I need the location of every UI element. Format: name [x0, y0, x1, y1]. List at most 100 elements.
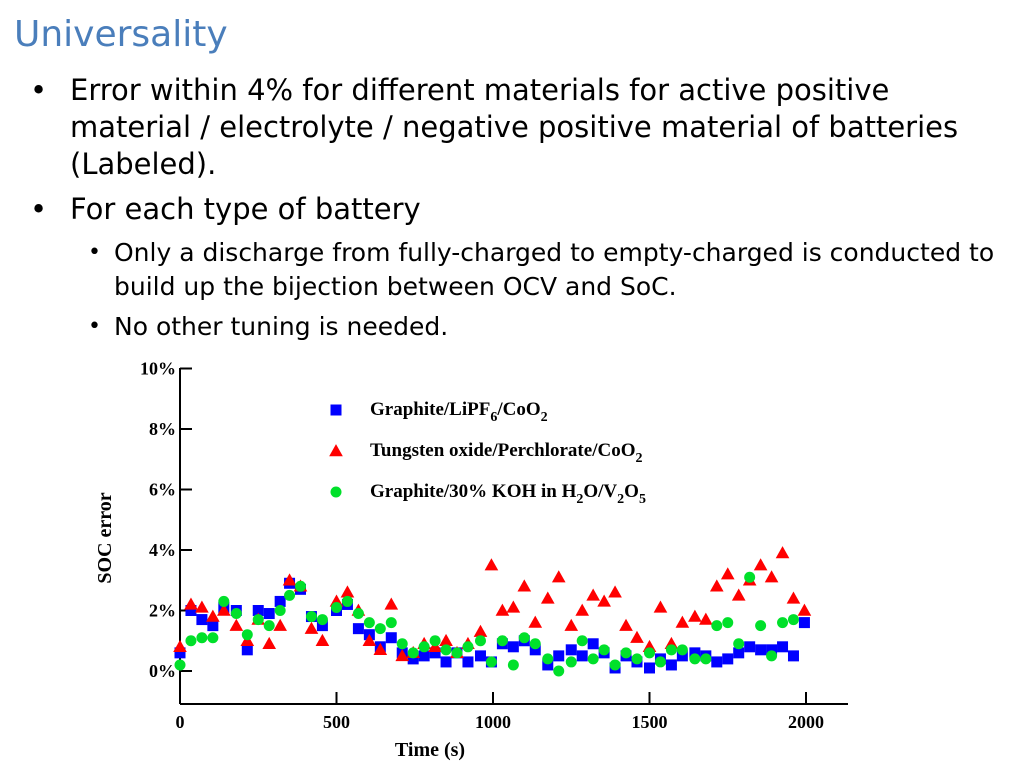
- data-point: [731, 588, 746, 601]
- legend-text: O: [624, 481, 639, 502]
- data-point: [529, 644, 541, 656]
- legend-label: Graphite/30% KOH in H2O/V2O5: [370, 481, 646, 507]
- data-point: [341, 595, 353, 607]
- data-point: [473, 624, 488, 637]
- legend-marker-circle: [330, 486, 342, 498]
- data-point: [517, 579, 532, 592]
- data-point: [722, 653, 734, 665]
- data-point: [744, 641, 756, 653]
- data-point: [551, 570, 566, 583]
- data-point: [252, 614, 264, 626]
- chart-marks: [173, 546, 812, 677]
- data-point: [676, 650, 688, 662]
- data-point: [217, 603, 231, 616]
- data-point: [653, 600, 668, 613]
- legend-label: Graphite/LiPF6/CoO2: [370, 399, 548, 425]
- data-point: [229, 618, 244, 631]
- data-point: [587, 653, 599, 665]
- data-point: [587, 638, 599, 650]
- data-point: [352, 623, 364, 635]
- data-point: [575, 603, 590, 616]
- data-point: [507, 641, 519, 653]
- data-point: [440, 644, 452, 656]
- x-tick-label: 500: [323, 712, 350, 732]
- bullet-dot-icon: •: [30, 73, 48, 107]
- data-point: [396, 638, 408, 650]
- data-point: [340, 585, 355, 598]
- x-tick-label: 1000: [475, 712, 511, 732]
- data-point: [195, 600, 209, 613]
- data-point: [373, 642, 388, 656]
- data-point: [676, 644, 688, 656]
- legend-text: Graphite/LiPF: [370, 399, 490, 420]
- data-point: [777, 641, 789, 653]
- data-point: [362, 633, 377, 646]
- data-point: [407, 653, 419, 665]
- data-point: [699, 612, 713, 625]
- data-point: [174, 659, 186, 671]
- data-point: [787, 614, 799, 626]
- data-point: [688, 609, 702, 622]
- data-point: [273, 618, 287, 631]
- bullet-dot-icon: •: [30, 192, 48, 226]
- data-point: [262, 636, 277, 649]
- bullet-dot-icon: •: [88, 314, 101, 339]
- legend-subscript: 5: [639, 492, 646, 507]
- data-point: [576, 650, 588, 662]
- data-point: [230, 608, 242, 620]
- legend-marker-square: [330, 404, 342, 416]
- data-point: [787, 650, 799, 662]
- data-point: [553, 665, 565, 677]
- slide-title: Universality: [14, 14, 228, 55]
- data-point: [484, 558, 499, 571]
- data-point: [407, 647, 419, 659]
- data-point: [689, 653, 701, 665]
- data-point: [540, 591, 555, 604]
- data-point: [440, 656, 452, 668]
- y-tick-label: 4%: [149, 540, 176, 560]
- data-point: [304, 621, 319, 634]
- data-point: [316, 614, 328, 626]
- data-point: [174, 647, 186, 659]
- data-point: [429, 647, 441, 659]
- data-point: [654, 656, 666, 668]
- data-point: [429, 635, 441, 647]
- data-point: [207, 620, 219, 632]
- data-point: [363, 617, 375, 629]
- data-point: [665, 659, 677, 671]
- data-point: [506, 600, 521, 613]
- data-point: [576, 635, 588, 647]
- data-point: [755, 620, 767, 632]
- bullet-list: • Error within 4% for different material…: [0, 72, 1000, 350]
- data-point: [608, 585, 622, 598]
- bullet-dot-icon: •: [88, 240, 101, 265]
- data-point: [755, 644, 767, 656]
- series-triangle: [173, 546, 812, 662]
- data-point: [786, 591, 801, 604]
- data-point: [775, 546, 790, 559]
- legend-text: Graphite/30% KOH in H: [370, 481, 577, 502]
- data-point: [252, 605, 264, 616]
- x-tick-label: 0: [176, 712, 185, 732]
- data-point: [185, 635, 197, 647]
- data-point: [241, 629, 253, 641]
- data-point: [485, 656, 497, 668]
- data-point: [586, 588, 600, 601]
- data-point: [753, 558, 768, 571]
- data-point: [675, 615, 690, 628]
- legend-subscript: 2: [617, 492, 624, 507]
- data-point: [451, 647, 463, 659]
- x-axis-label: Time (s): [395, 739, 465, 761]
- y-tick-label: 2%: [149, 601, 176, 621]
- data-point: [418, 650, 430, 662]
- data-point: [709, 579, 724, 592]
- data-point: [529, 638, 541, 650]
- data-point: [631, 653, 643, 665]
- data-point: [305, 611, 317, 623]
- data-point: [597, 594, 611, 607]
- data-point: [385, 617, 397, 629]
- data-point: [665, 644, 677, 656]
- data-point: [295, 580, 307, 592]
